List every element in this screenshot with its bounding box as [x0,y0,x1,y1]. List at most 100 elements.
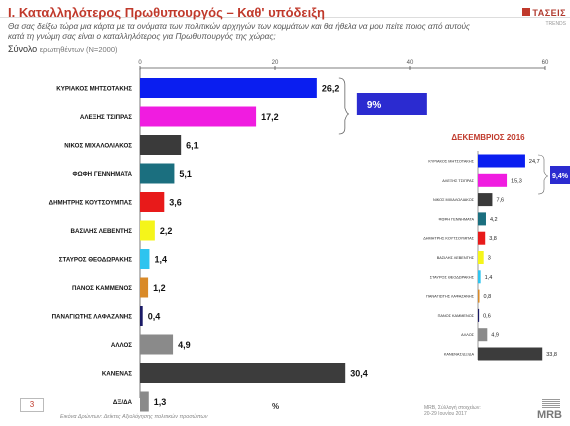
bar [140,163,175,184]
category-label: ΠΑΝΟΣ ΚΑΜΜΕΝΟΣ [72,285,132,292]
inset-bar [478,347,543,361]
bar-value-label: 4,9 [178,340,191,350]
inset-title: ΔΕΚΕΜΒΡΙΟΣ 2016 [451,133,525,142]
inset-bar-value-label: 4,9 [491,333,499,339]
bar-value-label: 6,1 [186,141,199,151]
total-sub: ερωτηθέντων (Ν=2000) [39,45,118,54]
inset-category-label: ΑΛΛΟΣ [461,333,474,337]
category-label: ΑΛΕΞΗΣ ΤΣΙΠΡΑΣ [80,114,132,121]
bar-value-label: 3,6 [169,198,182,208]
bar [140,135,182,155]
inset-category-label: ΚΑΝΕΝΑΣ/ΔΞ/ΔΑ [444,353,475,357]
bar-value-label: 5,1 [179,169,192,179]
inset-category-label: ΔΗΜΗΤΡΗΣ ΚΟΥΤΣΟΥΜΠΑΣ [423,237,474,241]
percent-unit: % [272,402,280,411]
bar [140,249,150,269]
bar-value-label: 30,4 [350,369,368,379]
logo: ΤΑΣΕΙΣ TRENDS [522,3,566,27]
title-part-1: I. Καταλληλότερος [8,5,122,20]
mrb-note-line-1: MRB, Σύλλογή στοιχείων: [424,405,481,411]
bar [140,277,149,298]
title-part-2: Πρωθυπουργός – Καθ' υπόδειξη [124,5,325,20]
bar [140,220,155,241]
category-label: ΔΗΜΗΤΡΗΣ ΚΟΥΤΣΟΥΜΠΑΣ [49,200,133,207]
logo-flag-icon [522,7,531,16]
mrb-logo-icon [542,399,560,408]
inset-bar [478,251,484,264]
inset-category-label: ΒΑΣΙΛΗΣ ΛΕΒΕΝΤΗΣ [437,256,475,260]
inset-bar-value-label: 24,7 [529,159,540,165]
category-label: ΑΛΛΟΣ [111,342,132,349]
bar-value-label: 17,2 [261,112,279,122]
question-text: Θα σας δείξω τώρα μια κάρτα με τα ονόματ… [8,22,471,41]
inset-bar-value-label: 1,4 [485,275,493,281]
bar-value-label: 1,3 [154,397,167,407]
category-label: ΚΑΝΕΝΑΣ [102,371,132,378]
x-tick-label: 20 [272,60,279,66]
inset-bar [478,231,486,245]
bar [140,391,149,412]
category-label: ΝΙΚΟΣ ΜΙΧΑΛΟΛΙΑΚΟΣ [64,143,132,150]
inset-diff-box [550,166,570,184]
bar [140,363,346,383]
bar-value-label: 0,4 [148,312,161,322]
bar [140,106,257,127]
inset-bar-value-label: 33,8 [546,352,557,358]
bar [140,306,143,326]
inset-bar [478,212,486,226]
mrb-logo-text: MRB [536,409,562,421]
inset-category-label: ΑΛΕΞΗΣ ΤΣΙΠΡΑΣ [442,179,474,183]
inset-bar [478,173,508,187]
bracket [338,77,349,135]
logo-sub: TRENDS [545,21,566,27]
category-label: ΒΑΣΙΛΗΣ ΛΕΒΕΝΤΗΣ [71,228,133,235]
header-divider [0,17,570,18]
inset-bar-value-label: 0,8 [484,294,492,300]
bar [140,192,165,212]
inset-category-label: ΣΤΑΥΡΟΣ ΘΕΟΔΩΡΑΚΗΣ [430,275,475,279]
source-note: Εικόνα Δρώντων: Δείκτες Αξιολόγησης πολι… [60,414,208,420]
inset-category-label: ΠΑΝΟΣ ΚΑΜΜΕΝΟΣ [438,314,475,318]
inset-bar [478,289,480,303]
page-number: 3 [20,398,44,412]
inset-category-label: ΠΑΝΑΓΙΩΤΗΣ ΛΑΦΑΖΑΝΗΣ [426,295,475,299]
x-tick-label: 40 [407,60,414,66]
inset-category-label: ΚΥΡΙΑΚΟΣ ΜΗΤΣΟΤΑΚΗΣ [428,160,474,164]
inset-bar-value-label: 4,2 [490,217,498,223]
inset-bar [478,154,525,168]
category-label: ΦΩΦΗ ΓΕΝΝΗΜΑΤΑ [73,171,133,178]
diff-label: 9% [367,100,382,111]
inset-bar [478,270,481,284]
category-label: ΔΞ/ΔΑ [113,399,133,406]
x-tick-label: 0 [138,60,142,66]
inset-bar [478,328,488,342]
inset-bar [478,308,480,322]
category-label: ΣΤΑΥΡΟΣ ΘΕΟΔΩΡΑΚΗΣ [59,257,133,264]
x-tick-label: 60 [542,60,549,66]
sample-label: Σύνολο ερωτηθέντων (Ν=2000) [8,44,118,54]
inset-category-label: ΝΙΚΟΣ ΜΙΧΑΛΟΛΙΑΚΟΣ [433,198,475,202]
inset-bar [478,193,493,207]
inset-category-label: ΦΩΦΗ ΓΕΝΝΗΜΑΤΑ [438,217,474,221]
inset-bar-value-label: 0,6 [483,313,491,319]
bar-value-label: 2,2 [160,226,173,236]
inset-bar-value-label: 3 [488,256,491,262]
logo-brand: ΤΑΣΕΙΣ [532,8,566,18]
category-label: ΚΥΡΙΑΚΟΣ ΜΗΤΣΟΤΑΚΗΣ [56,86,132,93]
page-title: I. Καταλληλότερος Πρωθυπουργός – Καθ' υπ… [8,5,325,20]
inset-diff-label: 9,4% [552,173,569,180]
category-label: ΠΑΝΑΓΙΩΤΗΣ ΛΑΦΑΖΑΝΗΣ [52,314,133,321]
bar-value-label: 26,2 [322,84,340,94]
bar-value-label: 1,4 [154,255,167,265]
total-label: Σύνολο [8,44,38,54]
diff-box [356,93,427,115]
mrb-note: MRB, Σύλλογή στοιχείων: 20-29 Ιουνίου 20… [424,405,481,417]
bar [140,78,317,98]
bar-value-label: 1,2 [153,283,166,293]
mrb-note-line-2: 20-29 Ιουνίου 2017 [424,411,467,417]
inset-bar-value-label: 15,3 [511,178,522,184]
inset-bracket [537,154,549,195]
bar [140,334,174,355]
inset-bar-value-label: 3,8 [489,236,497,242]
